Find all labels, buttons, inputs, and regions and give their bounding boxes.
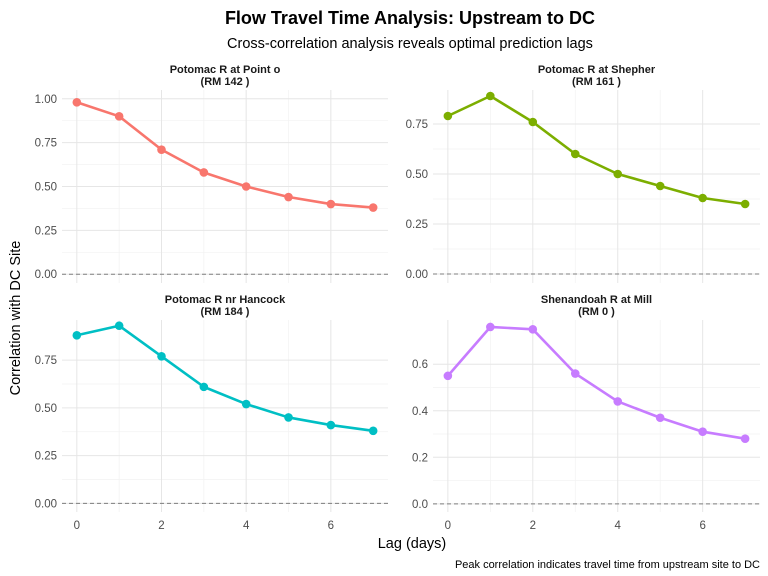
y-tick-label: 0.00 [35,269,57,281]
facet-panel-2: Potomac R at Shepher(RM 161 ) 0.00 0.25 0.5… [406,64,760,283]
data-point [613,397,623,406]
x-tick-label: 6 [328,520,334,532]
data-point [740,434,750,443]
y-tick-label: 0.00 [35,498,57,510]
data-point [157,145,166,154]
data-point [284,413,293,422]
y-tick-label: 0.4 [412,406,429,418]
y-tick-label: 0.75 [406,119,428,131]
data-point [368,426,378,436]
panel-subtitle: (RM 0 ) [578,306,615,318]
data-point [698,427,707,437]
data-point [114,112,124,121]
data-point [368,203,378,212]
x-tick-label: 0 [74,520,80,532]
y-tick-label: 0.50 [35,182,57,194]
data-point [284,192,293,202]
data-point [199,382,209,392]
data-point [114,321,124,331]
data-point [443,371,453,381]
facet-panels: Potomac R at Point o(RM 142 )0.000.250.5… [35,64,760,532]
y-tick-label: 0.25 [406,219,428,231]
y-axis-label: Correlation with DC Site [8,241,24,396]
series-line [446,325,746,440]
data-point [655,181,665,191]
data-point [528,325,538,334]
facet-panel-4: Shenandoah R at Mill(RM 0 ) 0.0 0.2 0.4 0.6 0… [412,294,760,532]
data-point [528,117,538,127]
y-tick-label: 0.75 [35,138,57,150]
y-tick-label: 0.6 [412,359,428,371]
data-point [443,111,453,121]
x-tick-label: 0 [445,520,451,532]
panel-subtitle: (RM 142 ) [201,76,250,88]
y-tick-label: 0.25 [35,451,57,463]
chart-title: Flow Travel Time Analysis: Upstream to D… [225,8,595,28]
chart-caption: Peak correlation indicates travel time f… [455,559,760,571]
series-line [76,324,374,433]
data-point [241,182,251,191]
x-tick-label: 2 [158,520,164,532]
facet-panel-1: Potomac R at Point o(RM 142 ) 0.00 0.25 0.5… [35,64,388,283]
panel-subtitle: (RM 161 ) [572,76,621,88]
data-point [655,413,665,423]
x-tick-label: 4 [615,520,622,532]
y-tick-label: 0.00 [406,269,428,281]
panel-title: Shenandoah R at Mill [541,294,652,306]
data-point [698,193,707,203]
x-tick-label: 6 [699,520,705,532]
y-tick-label: 0.75 [35,355,57,367]
data-point [72,97,82,107]
panel-title: Potomac R nr Hancock [165,294,286,306]
y-tick-label: 1.00 [35,94,57,106]
y-tick-label: 0.2 [412,452,428,464]
series-line [76,101,374,209]
data-point [326,199,336,209]
y-tick-label: 0.0 [412,499,428,511]
x-tick-label: 2 [530,520,536,532]
data-point [157,351,166,361]
y-tick-label: 0.25 [35,225,57,237]
data-point [199,168,209,177]
series-line [447,94,746,206]
y-tick-label: 0.50 [35,403,57,415]
panel-subtitle: (RM 184 ) [201,306,250,318]
data-point [72,330,82,340]
data-point [486,322,495,332]
data-point [486,91,495,101]
x-axis-label: Lag (days) [378,536,447,552]
y-tick-label: 0.50 [406,169,428,181]
panel-title: Potomac R at Point o [170,64,281,76]
x-tick-label: 4 [243,520,250,532]
data-point [570,149,580,159]
data-point [570,369,580,378]
data-point [740,199,750,209]
data-point [241,399,251,409]
data-point [326,420,336,430]
chart-subtitle: Cross-correlation analysis reveals optim… [227,36,593,52]
panel-title: Potomac R at Shepher [538,64,656,76]
facet-panel-3: Potomac R nr Hancock(RM 184 ) 0.00 0.25 0.5… [35,294,388,532]
data-point [613,169,623,179]
